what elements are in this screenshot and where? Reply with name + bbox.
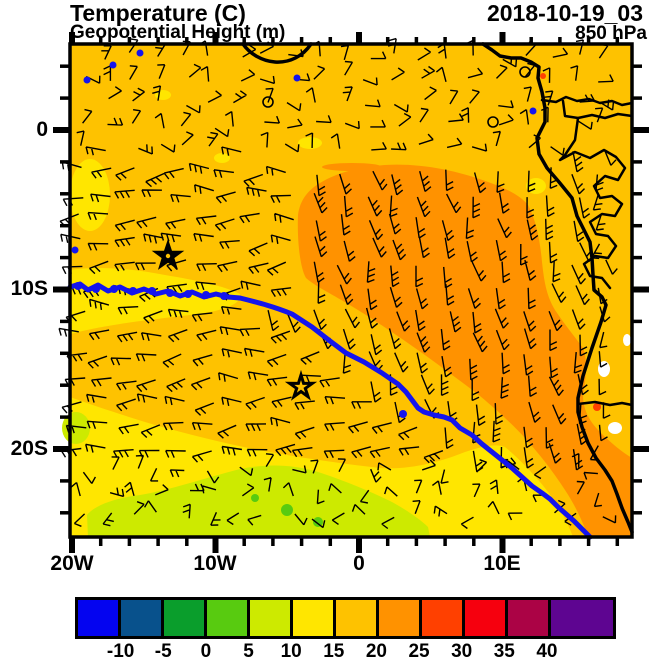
contour-knot <box>110 285 118 293</box>
colorbar-label-35: 35 <box>493 641 515 662</box>
overlay-title: Geopotential Height (m) <box>70 22 286 43</box>
contour-knot <box>220 292 228 300</box>
blue-dot <box>293 74 301 82</box>
blue-dot <box>83 76 91 84</box>
open-star-marker <box>284 369 318 401</box>
colorbar-cell-6 <box>336 600 379 636</box>
white-void <box>608 422 622 434</box>
colorbar-cell-2 <box>164 600 207 636</box>
band-25-30-speck <box>540 73 546 79</box>
calm-wind-circle <box>487 116 499 128</box>
band-10-15-west-patch <box>70 267 241 334</box>
colorbar-cell-11 <box>551 600 613 636</box>
country-border <box>540 95 634 107</box>
colorbar-label-40: 40 <box>536 641 558 662</box>
green-speck <box>313 517 323 527</box>
lat-label-0: 0 <box>36 118 48 141</box>
filled-star-center <box>165 253 171 259</box>
wind-barbs <box>58 37 618 530</box>
contour-knot <box>399 410 407 418</box>
colorbar-cell-7 <box>379 600 422 636</box>
blue-dot <box>109 61 117 69</box>
colorbar-label-20: 20 <box>365 641 387 662</box>
blue-dot <box>529 107 537 115</box>
colorbar-label-25: 25 <box>408 641 430 662</box>
calm-wind-circle <box>519 66 531 78</box>
colorbar-label-10: 10 <box>280 641 302 662</box>
lon-label-0: 0 <box>353 552 365 575</box>
contour-knot <box>92 285 100 293</box>
colorbar <box>75 597 616 639</box>
lat-label-20s: 20S <box>10 437 48 460</box>
lat-label-10s: 10S <box>10 277 48 300</box>
lon-label-10w: 10W <box>193 552 237 575</box>
colorbar-label-5: 5 <box>243 641 254 662</box>
country-border <box>558 116 627 290</box>
contour-knot <box>184 290 192 298</box>
green-speck <box>281 504 293 516</box>
band-20-25-sliver <box>322 163 382 171</box>
colorbar-cell-0 <box>78 600 121 636</box>
contour-knot <box>202 291 210 299</box>
band-20-25-warm-tongue <box>297 164 632 538</box>
yellow-speck <box>298 137 322 149</box>
contour-knots <box>74 282 407 418</box>
page-title: Temperature (C) <box>70 0 246 26</box>
country-border <box>561 99 634 120</box>
colorbar-cell-9 <box>465 600 508 636</box>
africa-west-coast <box>481 42 634 534</box>
colorbar-label--10: -10 <box>106 641 135 662</box>
geopotential-contour <box>67 281 593 540</box>
colorbar-label-0: 0 <box>200 641 212 662</box>
pressure-level: 850 hPa <box>575 23 647 44</box>
country-border <box>576 400 634 407</box>
lon-label-20w: 20W <box>50 552 94 575</box>
lon-label-10e: 10E <box>483 552 521 575</box>
colorbar-cell-8 <box>422 600 465 636</box>
blue-dot <box>136 49 144 57</box>
colorbar-cell-3 <box>207 600 250 636</box>
calm-wind-circle <box>262 96 274 108</box>
colorbar-cell-10 <box>508 600 551 636</box>
map-frame <box>68 42 634 539</box>
map-canvas <box>53 32 649 553</box>
colorbar-label--5: -5 <box>154 641 172 662</box>
contour-knot <box>166 289 174 297</box>
colorbar-label-30: 30 <box>451 641 473 662</box>
station-markers <box>71 49 537 401</box>
colorbar-cell-1 <box>121 600 164 636</box>
coastline-borders <box>241 42 634 534</box>
contour-knot <box>129 287 137 295</box>
gulf-of-guinea-coast <box>241 42 313 64</box>
band-5-10-bottom <box>87 465 430 537</box>
colorbar-label-15: 15 <box>323 641 345 662</box>
colorbar-cell-5 <box>293 600 336 636</box>
contour-knot <box>148 287 156 295</box>
yellow-speck <box>214 153 230 163</box>
valid-datetime: 2018-10-19_03 <box>486 0 643 26</box>
contour-knot <box>74 282 82 290</box>
wind-barb-field <box>58 37 618 530</box>
white-void <box>623 334 631 346</box>
colorbar-labels: -10 -5 0 5 10 15 20 25 30 35 40 <box>75 642 635 664</box>
colorbar-cell-4 <box>250 600 293 636</box>
band-25-30-speck <box>593 403 601 411</box>
blue-dot <box>71 246 79 254</box>
green-speck <box>251 494 259 502</box>
